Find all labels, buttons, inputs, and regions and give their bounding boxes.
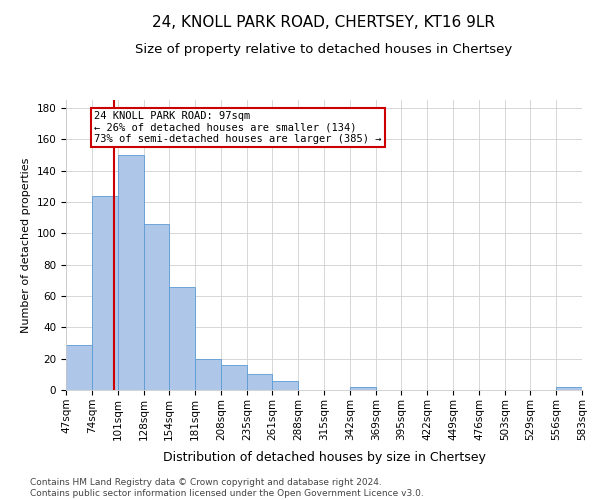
Bar: [144, 224, 169, 390]
Bar: [221, 365, 247, 390]
Text: 24, KNOLL PARK ROAD, CHERTSEY, KT16 9LR: 24, KNOLL PARK ROAD, CHERTSEY, KT16 9LR: [152, 15, 496, 30]
Bar: [66, 344, 92, 390]
Text: Size of property relative to detached houses in Chertsey: Size of property relative to detached ho…: [136, 42, 512, 56]
Text: Distribution of detached houses by size in Chertsey: Distribution of detached houses by size …: [163, 451, 485, 464]
Text: 24 KNOLL PARK ROAD: 97sqm
← 26% of detached houses are smaller (134)
73% of semi: 24 KNOLL PARK ROAD: 97sqm ← 26% of detac…: [94, 111, 382, 144]
Bar: [247, 374, 272, 390]
Bar: [350, 387, 376, 390]
Bar: [195, 358, 221, 390]
Bar: [92, 196, 118, 390]
Y-axis label: Number of detached properties: Number of detached properties: [21, 158, 31, 332]
Bar: [556, 387, 582, 390]
Bar: [118, 155, 144, 390]
Bar: [169, 286, 195, 390]
Bar: [272, 380, 298, 390]
Text: Contains HM Land Registry data © Crown copyright and database right 2024.
Contai: Contains HM Land Registry data © Crown c…: [30, 478, 424, 498]
